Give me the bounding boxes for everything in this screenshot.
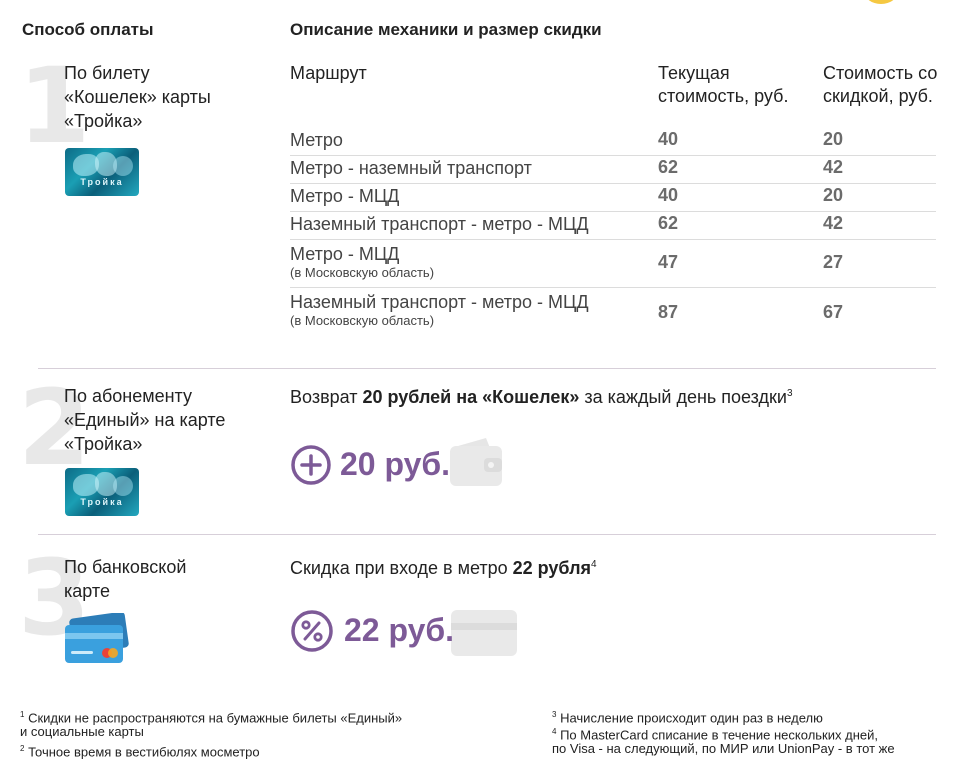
footnote-2: 2 Точное время в вестибюлях мосметро bbox=[20, 744, 260, 760]
row-divider bbox=[290, 155, 936, 156]
method-1-label: По билету «Кошелек» карты «Тройка» bbox=[64, 63, 211, 131]
card-label: Тройка bbox=[80, 177, 124, 187]
footnote-3: 3 Начисление происходит один раз в недел… bbox=[552, 710, 823, 726]
table-row-discount: 20 bbox=[823, 185, 844, 205]
section-divider bbox=[38, 368, 936, 369]
payment-method-header: Способ оплаты bbox=[22, 20, 154, 39]
table-row-current: 47 bbox=[658, 252, 679, 272]
table-row-current: 62 bbox=[658, 213, 679, 233]
footnote-1-cont: и социальные карты bbox=[20, 724, 144, 739]
percent-circle-icon bbox=[290, 609, 334, 653]
card-label: Тройка bbox=[80, 497, 124, 507]
row-subnote: (в Московскую область) bbox=[290, 265, 435, 280]
table-row-current: 40 bbox=[658, 185, 679, 205]
row-divider bbox=[290, 239, 936, 240]
section3-amount: 22 руб. bbox=[344, 612, 455, 648]
section-divider bbox=[38, 534, 936, 535]
section-number-1: 1 bbox=[18, 45, 91, 167]
wallet-icon bbox=[448, 432, 504, 488]
card-icon bbox=[450, 609, 518, 657]
troika-card-icon: Тройка bbox=[65, 148, 139, 196]
table-row-current: 40 bbox=[658, 129, 679, 149]
col-discount-header: Стоимость со скидкой, руб. bbox=[823, 63, 938, 106]
table-row-discount: 67 bbox=[823, 302, 844, 322]
table-row-route: Метро - МЦД (в Московскую область) bbox=[290, 244, 435, 280]
table-row-discount: 42 bbox=[823, 157, 844, 177]
table-row-current: 62 bbox=[658, 157, 679, 177]
table-row-route: Метро - МЦД bbox=[290, 186, 400, 206]
row-divider bbox=[290, 183, 936, 184]
section2-description: Возврат 20 рублей на «Кошелек» за каждый… bbox=[290, 387, 793, 407]
table-row-current: 87 bbox=[658, 302, 679, 322]
description-header: Описание механики и размер скидки bbox=[290, 20, 602, 39]
table-row-route: Метро - наземный транспорт bbox=[290, 158, 532, 178]
coin-decoration bbox=[864, 0, 898, 4]
section3-description: Скидка при входе в метро 22 рубля4 bbox=[290, 558, 597, 578]
method-2-label: По абонементу «Единый» на карте «Тройка» bbox=[64, 386, 226, 454]
table-row-route: Метро bbox=[290, 130, 343, 150]
footnote-1: 1 Скидки не распространяются на бумажные… bbox=[20, 710, 403, 726]
table-row-discount: 42 bbox=[823, 213, 844, 233]
section2-amount: 20 руб. bbox=[340, 446, 451, 482]
table-row-discount: 20 bbox=[823, 129, 844, 149]
col-current-header: Текущая стоимость, руб. bbox=[658, 63, 789, 106]
row-divider bbox=[290, 287, 936, 288]
table-row-discount: 27 bbox=[823, 252, 844, 272]
row-divider bbox=[290, 211, 936, 212]
section-number-2: 2 bbox=[18, 367, 91, 489]
bank-card-icon bbox=[63, 611, 129, 667]
troika-card-icon: Тройка bbox=[65, 468, 139, 516]
footnote-4-cont: по Visa - на следующий, по МИР или Union… bbox=[552, 741, 895, 756]
col-route-header: Маршрут bbox=[290, 63, 367, 83]
table-row-route: Наземный транспорт - метро - МЦД bbox=[290, 214, 589, 234]
table-row-route: Наземный транспорт - метро - МЦД (в Моско… bbox=[290, 292, 589, 328]
row-subnote: (в Московскую область) bbox=[290, 313, 435, 328]
method-3-label: По банковской карте bbox=[64, 557, 187, 601]
footnote-4: 4 По MasterCard списание в течение неско… bbox=[552, 727, 878, 743]
plus-circle-icon bbox=[290, 444, 332, 486]
